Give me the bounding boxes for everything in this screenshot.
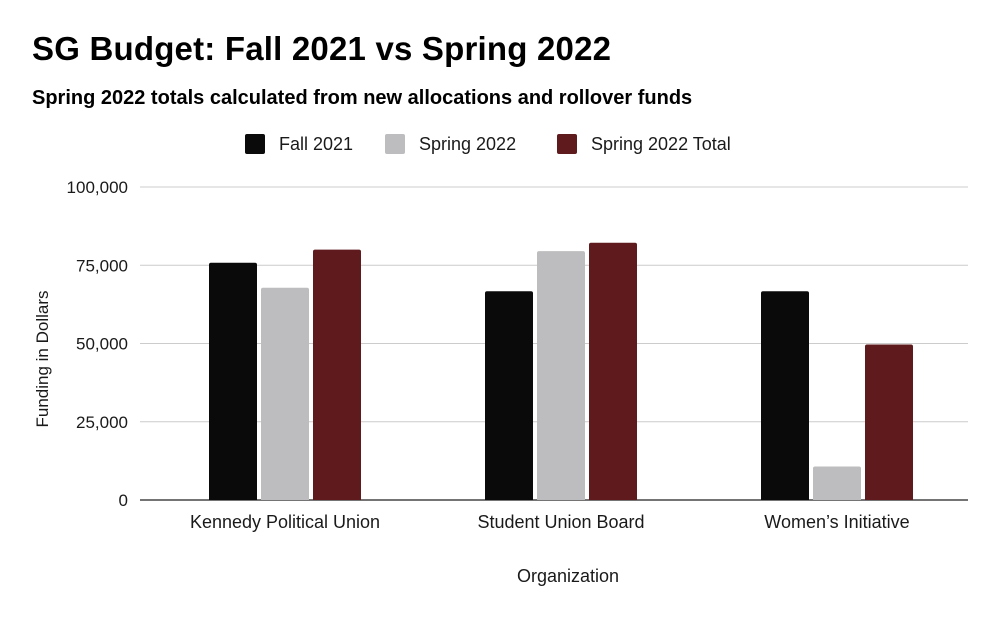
legend-label: Spring 2022 Total: [591, 134, 731, 154]
x-axis-label: Organization: [517, 566, 619, 586]
bar-fall-2021-0: [209, 262, 257, 500]
bars: [209, 242, 913, 501]
y-tick-label: 75,000: [76, 256, 128, 275]
legend-label: Spring 2022: [419, 134, 516, 154]
bar-spring-2022-0: [261, 287, 309, 500]
chart-title: SG Budget: Fall 2021 vs Spring 2022: [32, 30, 612, 67]
y-tick-label: 50,000: [76, 335, 128, 354]
bar-spring-2022-1: [537, 251, 585, 500]
bar-spring-2022-total-2: [865, 344, 913, 500]
x-tick-label: Student Union Board: [477, 512, 644, 532]
bar-spring-2022-total-0: [313, 249, 361, 500]
chart-subtitle: Spring 2022 totals calculated from new a…: [32, 87, 693, 109]
y-axis-label: Funding in Dollars: [33, 290, 52, 427]
legend-swatch: [385, 134, 405, 154]
legend: Fall 2021 Spring 2022 Spring 2022 Total: [245, 134, 731, 154]
y-axis-ticks: 0 25,000 50,000 75,000 100,000: [67, 178, 128, 510]
y-tick-label: 0: [119, 491, 128, 510]
x-tick-label: Kennedy Political Union: [190, 512, 380, 532]
x-axis-ticks: Kennedy Political Union Student Union Boa…: [190, 512, 910, 532]
bar-spring-2022-2: [813, 466, 861, 500]
bar-fall-2021-1: [485, 291, 533, 500]
legend-label: Fall 2021: [279, 134, 353, 154]
legend-swatch: [557, 134, 577, 154]
bar-fall-2021-2: [761, 291, 809, 500]
bar-spring-2022-total-1: [589, 242, 637, 501]
y-tick-label: 25,000: [76, 413, 128, 432]
y-tick-label: 100,000: [67, 178, 128, 197]
x-tick-label: Women’s Initiative: [764, 512, 909, 532]
legend-swatch: [245, 134, 265, 154]
